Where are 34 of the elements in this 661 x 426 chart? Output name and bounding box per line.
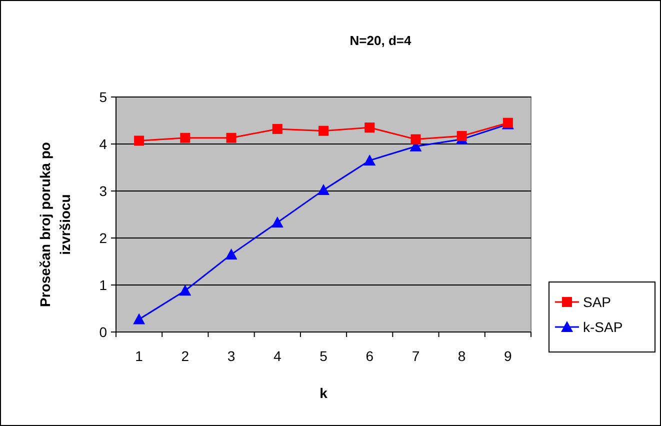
point	[364, 122, 375, 133]
x-tick-label: 6	[366, 348, 374, 364]
y-tick-label: 2	[99, 230, 108, 246]
x-tick-label: 7	[412, 348, 420, 364]
y-tick-label: 1	[99, 277, 108, 293]
point	[133, 313, 146, 324]
x-tick-label: 8	[458, 348, 466, 364]
y-axis-title: Prosečan broj poruka po izvršiocu	[37, 142, 73, 307]
point	[272, 124, 282, 134]
point	[410, 134, 421, 144]
y-tick-label: 4	[99, 136, 108, 152]
point	[226, 132, 236, 143]
x-tick-label: 4	[273, 348, 282, 364]
x-tick-label: 5	[320, 348, 328, 364]
point	[134, 136, 144, 146]
y-tick-label: 5	[99, 89, 108, 105]
x-tick-label: 2	[181, 348, 190, 364]
point	[364, 154, 376, 166]
point	[271, 216, 284, 228]
point	[225, 248, 238, 260]
point	[318, 184, 330, 196]
point	[318, 126, 328, 136]
legend-label: SAP	[583, 294, 612, 310]
x-tick-label: 3	[227, 348, 236, 364]
point	[456, 131, 467, 142]
y-tick-label: 0	[99, 324, 108, 340]
legend-label: k-SAP	[583, 319, 623, 335]
point	[180, 132, 190, 143]
y-tick-label: 3	[99, 183, 108, 199]
x-tick-label: 1	[135, 348, 144, 364]
chart-title: N=20, d=4	[350, 33, 412, 48]
x-tick-label: 9	[504, 348, 512, 364]
point	[179, 284, 192, 296]
x-axis-title: k	[320, 385, 328, 401]
